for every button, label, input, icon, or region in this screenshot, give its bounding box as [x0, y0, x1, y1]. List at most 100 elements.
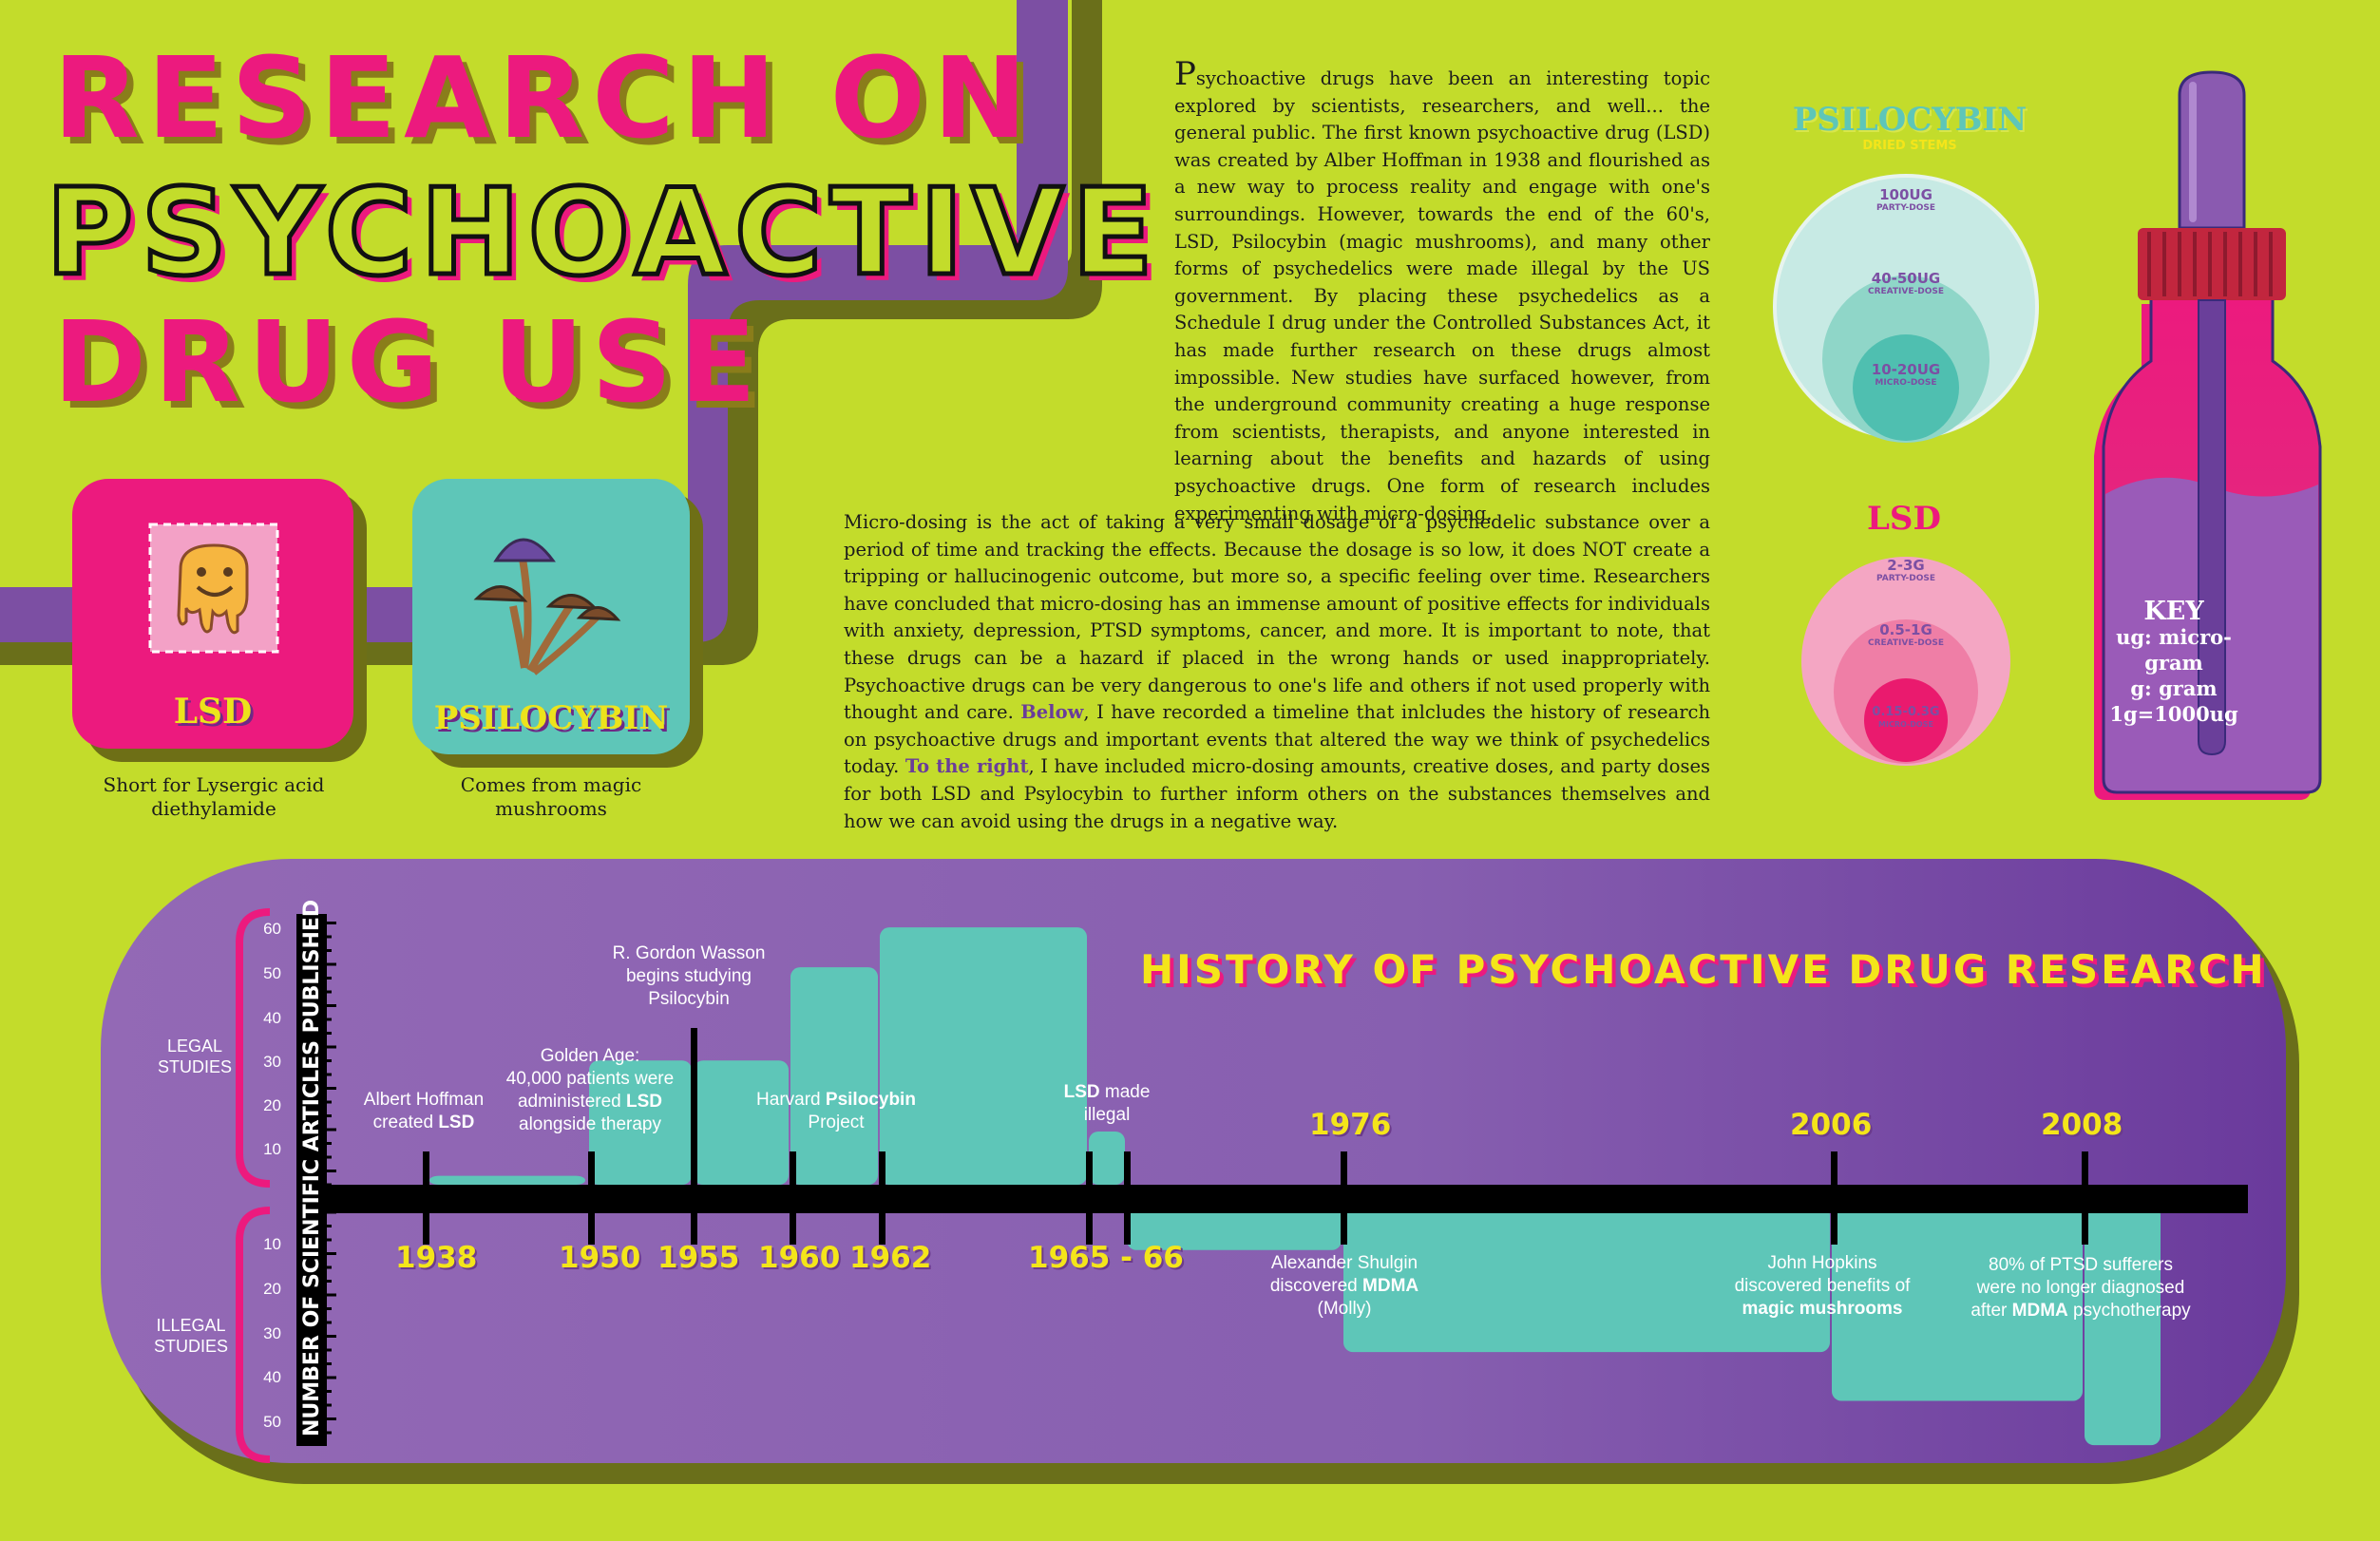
y-axis-tick	[325, 1252, 336, 1255]
legal-bar-1955-1960	[694, 1060, 789, 1185]
psilocybin-card	[412, 479, 690, 754]
lsd-caption-line-1: Short for Lysergic acid	[103, 773, 325, 796]
intro-highlight-right: To the right	[904, 755, 1029, 778]
title-line-1: RESEARCH ON	[53, 32, 1035, 163]
lsd-micro-amount: 0.15-0.3G	[1872, 705, 1940, 719]
year-tick	[2082, 1151, 2088, 1245]
event-1960: Harvard Psilocybin Project	[732, 1089, 941, 1134]
y-axis-tick	[325, 977, 332, 980]
year-2008: 2008	[2041, 1108, 2123, 1142]
key-line-1: ug: micro-gram	[2116, 625, 2232, 675]
lsd-creative-amount: 0.5-1G	[1879, 621, 1933, 638]
y-axis-tick	[325, 1307, 332, 1310]
y-axis-tick	[325, 1335, 336, 1338]
legal-label-line-1: LEGAL	[166, 1037, 223, 1056]
lsd-dose-title: LSD	[1867, 500, 1941, 538]
smiley-face-icon	[148, 523, 279, 654]
intro-paragraph-2: Micro-dosing is the act of taking a very…	[844, 509, 1710, 835]
y-axis-tick	[325, 1362, 332, 1365]
event-1938-bold: LSD	[438, 1113, 475, 1132]
year-1950: 1950	[559, 1241, 641, 1275]
event-2006: John Hopkins discovered benefits of magi…	[1710, 1252, 1934, 1321]
psilocybin-dose-title: PSILOCYBIN	[1792, 101, 2028, 139]
y-axis-tick	[325, 1348, 332, 1352]
y-tick-ill-10: 10	[263, 1235, 281, 1253]
event-1955: R. Gordon Wasson begins studying Psilocy…	[591, 942, 787, 1011]
year-tick	[1831, 1151, 1837, 1245]
lsd-card-label: LSD	[173, 692, 253, 732]
mushroom-icon	[473, 538, 621, 675]
vertical-axis	[296, 914, 327, 1446]
legal-studies-label: LEGAL STUDIES	[143, 1036, 247, 1077]
event-1950-line-2: 40,000 patients were	[505, 1069, 675, 1089]
event-1938-line-1: Albert Hoffman	[363, 1090, 485, 1110]
event-2006-line-1: John Hopkins	[1767, 1253, 1877, 1273]
y-axis-tick	[325, 1403, 332, 1407]
psilocybin-caption-line-1: Comes from magic	[460, 773, 642, 796]
illegal-label-line-1: ILLEGAL	[156, 1316, 226, 1335]
event-2008: 80% of PTSD sufferers were no longer dia…	[1942, 1254, 2219, 1322]
timeline-heading: HISTORY OF PSYCHOACTIVE DRUG RESEARCH	[1140, 946, 2267, 993]
y-axis-tick	[325, 1087, 336, 1090]
year-tick	[790, 1151, 796, 1245]
y-axis-tick	[325, 935, 332, 939]
legal-bar-1965-1966	[1089, 1131, 1125, 1185]
lsd-party-amount: 2-3G	[1887, 557, 1925, 574]
psilocybin-micro-amount: 10-20UG	[1871, 361, 1941, 378]
event-2008-line-1: 80% of PTSD sufferers	[1989, 1255, 2173, 1275]
year-tick	[879, 1151, 885, 1245]
event-1950-line-1: Golden Age:	[540, 1046, 640, 1066]
y-axis-tick	[325, 1155, 332, 1159]
intro-highlight-below: Below	[1020, 701, 1084, 724]
event-1938: Albert Hoffman created LSD	[338, 1089, 509, 1134]
y-axis-tick	[325, 1280, 332, 1283]
y-tick-ill-50: 50	[263, 1413, 281, 1431]
y-axis-tick	[325, 1265, 332, 1269]
psilocybin-dose-subtitle: DRIED STEMS	[1862, 139, 1957, 153]
event-1960-line-1: Harvard	[756, 1090, 826, 1110]
title-line-3: DRUG USE	[53, 296, 764, 428]
lsd-dose-circles	[1801, 557, 2010, 766]
y-axis-tick	[325, 1431, 332, 1435]
lsd-party-label: PARTY-DOSE	[1875, 574, 1936, 583]
event-1965-line-1: made	[1099, 1082, 1151, 1102]
y-axis-tick	[325, 1032, 332, 1035]
event-1960-line-2: Project	[808, 1113, 865, 1132]
y-axis-tick	[325, 922, 336, 924]
event-1950: Golden Age: 40,000 patients were adminis…	[483, 1045, 697, 1136]
year-tick	[423, 1151, 429, 1245]
key-line-2: g: gram	[2130, 676, 2218, 700]
year-tick	[691, 1028, 697, 1245]
year-tick	[588, 1151, 595, 1245]
y-tick-50: 50	[263, 964, 281, 982]
y-axis-tick	[325, 1114, 332, 1117]
event-1965-bold: LSD	[1063, 1082, 1100, 1102]
legal-bar-1960-1962	[790, 967, 878, 1185]
y-tick-60: 60	[263, 920, 281, 938]
illegal-bar-1976-2006	[1343, 1206, 1830, 1353]
event-2008-line-2: were no longer diagnosed	[1976, 1278, 2185, 1298]
y-axis-tick	[325, 1376, 336, 1379]
y-axis-tick	[325, 1390, 332, 1393]
event-1938-line-2: created	[372, 1113, 439, 1132]
event-2006-line-2: discovered benefits of	[1734, 1276, 1911, 1296]
year-1962: 1962	[849, 1241, 932, 1275]
event-1976-line-1: Alexander Shulgin	[1270, 1253, 1418, 1273]
psilocybin-dose-circles	[1773, 174, 2039, 443]
psilocybin-micro-label: MICRO-DOSE	[1875, 378, 1937, 388]
year-1960: 1960	[758, 1241, 841, 1275]
y-axis-tick	[325, 1018, 332, 1021]
psilocybin-party-amount: 100UG	[1879, 186, 1933, 203]
event-2006-bold: magic mushrooms	[1742, 1299, 1903, 1319]
y-axis-tick	[325, 1004, 336, 1007]
y-tick-ill-40: 40	[263, 1368, 281, 1386]
psilocybin-card-label: PSILOCYBIN	[433, 699, 669, 737]
legal-bar-1962-1965	[880, 927, 1087, 1185]
event-1955-line-3: Psilocybin	[648, 989, 730, 1009]
y-tick-20: 20	[263, 1096, 281, 1114]
event-2008-line-3: after	[1971, 1301, 2012, 1321]
event-1950-line-3: administered	[517, 1092, 627, 1112]
legal-bar-1950-1955	[589, 1060, 692, 1185]
psilocybin-party-label: PARTY-DOSE	[1875, 203, 1936, 213]
y-axis-tick	[325, 1321, 332, 1324]
